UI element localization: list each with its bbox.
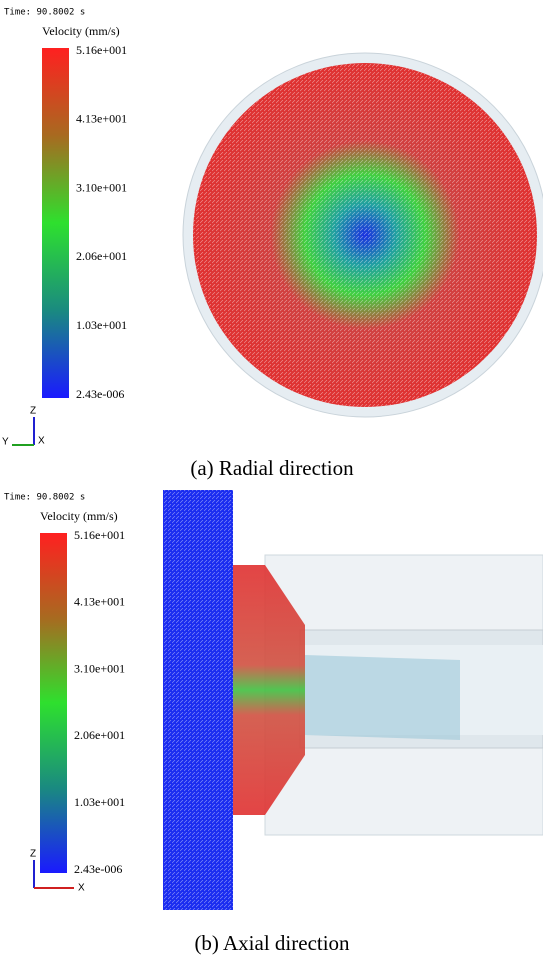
axis-label: X xyxy=(78,883,85,894)
colorbar-label: 3.10e+001 xyxy=(74,661,125,675)
colorbar-label: 2.06e+001 xyxy=(74,728,125,742)
axis-label: X xyxy=(38,436,45,447)
colorbar-label: 4.13e+001 xyxy=(74,595,125,609)
caption: (b) Axial direction xyxy=(194,931,350,955)
colorbar-label: 1.03e+001 xyxy=(74,795,125,809)
time-label: Time: 90.8002 s xyxy=(4,493,85,503)
colorbar-label: 4.13e+001 xyxy=(76,112,127,126)
caption: (a) Radial direction xyxy=(190,456,354,480)
legend-title: Velocity (mm/s) xyxy=(42,24,120,38)
colorbar-label: 5.16e+001 xyxy=(76,43,127,57)
colorbar-label: 2.06e+001 xyxy=(76,249,127,263)
axis-label: Y xyxy=(2,437,9,448)
colorbar-label: 1.03e+001 xyxy=(76,318,127,332)
colorbar-label: 3.10e+001 xyxy=(76,180,127,194)
time-label: Time: 90.8002 s xyxy=(4,8,85,18)
colorbar xyxy=(40,533,67,873)
legend-title: Velocity (mm/s) xyxy=(40,509,118,523)
colorbar-label: 2.43e-006 xyxy=(74,862,122,876)
axial-view xyxy=(163,490,543,910)
colorbar-label: 2.43e-006 xyxy=(76,387,124,401)
axis-label: Z xyxy=(30,406,36,417)
colorbar xyxy=(42,48,69,398)
radial-view xyxy=(182,52,543,418)
axis-label: Z xyxy=(30,849,36,860)
colorbar-label: 5.16e+001 xyxy=(74,528,125,542)
